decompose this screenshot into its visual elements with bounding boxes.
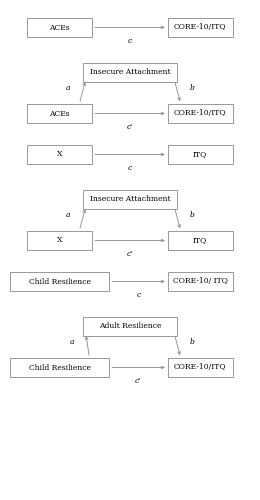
Text: c’: c’ <box>127 250 133 258</box>
Text: CORE-10/ITQ: CORE-10/ITQ <box>174 110 226 118</box>
FancyBboxPatch shape <box>168 104 233 123</box>
Text: c’: c’ <box>135 377 142 385</box>
Text: X: X <box>57 236 62 244</box>
Text: Child Resilience: Child Resilience <box>29 364 91 372</box>
Text: ITQ: ITQ <box>193 236 207 244</box>
FancyBboxPatch shape <box>27 104 92 123</box>
FancyBboxPatch shape <box>83 190 177 209</box>
FancyBboxPatch shape <box>83 62 177 82</box>
FancyBboxPatch shape <box>10 358 109 377</box>
Text: X: X <box>57 150 62 158</box>
Text: Adult Resilience: Adult Resilience <box>99 322 161 330</box>
Text: a: a <box>66 210 70 218</box>
Text: ACEs: ACEs <box>49 24 70 32</box>
FancyBboxPatch shape <box>27 145 92 164</box>
FancyBboxPatch shape <box>168 272 233 291</box>
Text: CORE-10/ ITQ: CORE-10/ ITQ <box>173 278 228 285</box>
Text: a: a <box>70 338 74 345</box>
Text: b: b <box>189 338 194 345</box>
Text: b: b <box>189 84 194 92</box>
FancyBboxPatch shape <box>168 231 233 250</box>
FancyBboxPatch shape <box>27 18 92 37</box>
Text: ITQ: ITQ <box>193 150 207 158</box>
Text: c: c <box>128 164 132 172</box>
Text: c: c <box>128 37 132 45</box>
Text: Insecure Attachment: Insecure Attachment <box>90 195 170 203</box>
Text: a: a <box>66 84 70 92</box>
Text: CORE-10/ITQ: CORE-10/ITQ <box>174 24 226 32</box>
Text: Child Resilience: Child Resilience <box>29 278 91 285</box>
Text: b: b <box>189 210 194 218</box>
Text: CORE-10/ITQ: CORE-10/ITQ <box>174 364 226 372</box>
FancyBboxPatch shape <box>168 18 233 37</box>
Text: c’: c’ <box>127 123 133 131</box>
Text: ACEs: ACEs <box>49 110 70 118</box>
Text: Insecure Attachment: Insecure Attachment <box>90 68 170 76</box>
Text: c: c <box>136 291 141 299</box>
FancyBboxPatch shape <box>10 272 109 291</box>
FancyBboxPatch shape <box>168 145 233 164</box>
FancyBboxPatch shape <box>27 231 92 250</box>
FancyBboxPatch shape <box>168 358 233 377</box>
FancyBboxPatch shape <box>83 317 177 336</box>
